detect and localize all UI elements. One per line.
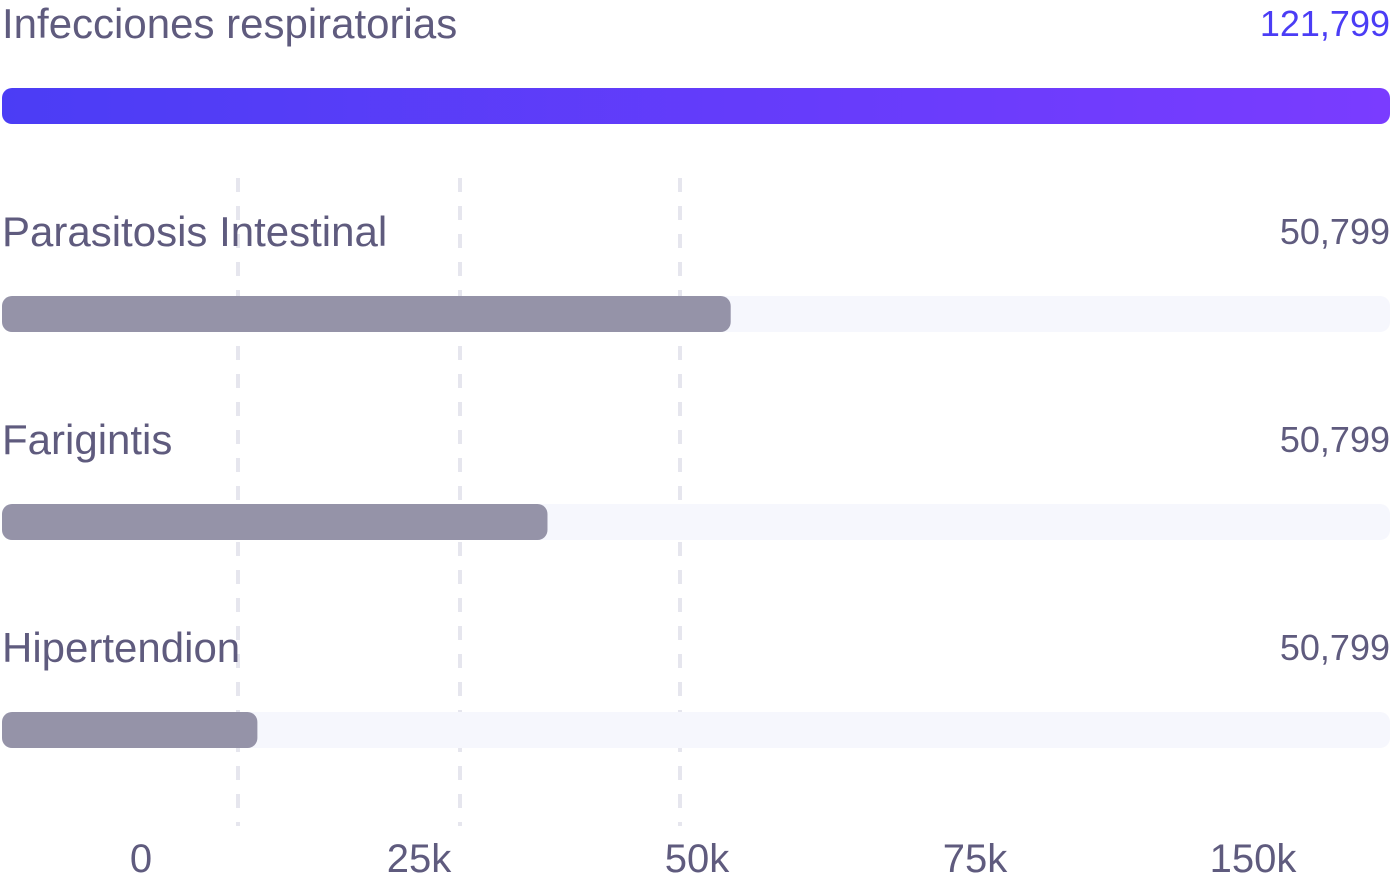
x-tick-label: 150k — [1210, 837, 1298, 881]
category-label: Hipertendion — [2, 624, 240, 671]
value-label: 50,799 — [1280, 627, 1390, 668]
x-tick-label: 75k — [943, 837, 1008, 881]
bar — [2, 712, 258, 748]
x-tick-label: 0 — [130, 837, 152, 881]
bar — [2, 296, 731, 332]
bar-rows: Infecciones respiratorias 121,799 Parasito… — [2, 0, 1390, 748]
category-label: Farigintis — [2, 416, 172, 463]
x-tick-label: 50k — [665, 837, 730, 881]
category-label: Infecciones respiratorias — [2, 0, 457, 47]
x-tick-label: 25k — [387, 837, 452, 881]
x-axis-ticks: 0 25k 50k 75k 150k — [130, 837, 1297, 881]
value-label: 50,799 — [1280, 419, 1390, 460]
bar-track — [2, 712, 1390, 748]
value-label: 50,799 — [1280, 211, 1390, 252]
value-label: 121,799 — [1260, 3, 1390, 44]
category-label: Parasitosis Intestinal — [2, 208, 387, 255]
bar — [2, 504, 548, 540]
bar — [2, 88, 1390, 124]
